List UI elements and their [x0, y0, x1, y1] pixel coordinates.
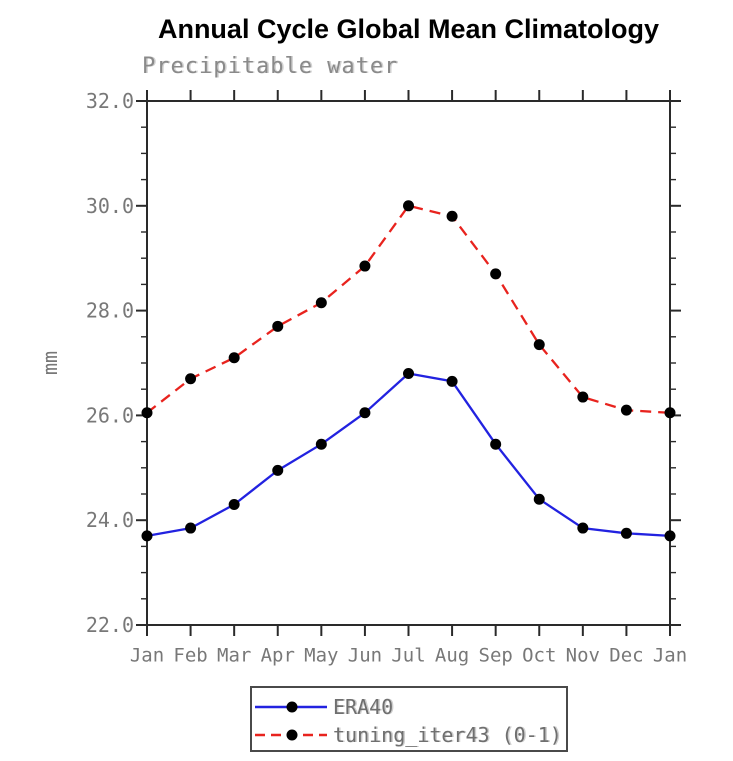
data-point-marker — [141, 407, 153, 419]
x-tick-label: Jan — [653, 645, 687, 667]
legend-label-era40: ERA40 — [333, 695, 394, 719]
data-point-marker — [359, 407, 371, 419]
data-point-marker — [620, 527, 632, 539]
y-tick-label: 28.0 — [86, 299, 134, 323]
y-tick-label: 32.0 — [86, 89, 134, 113]
data-point-marker — [403, 367, 414, 379]
data-point-marker — [490, 268, 502, 280]
data-point-marker — [228, 498, 240, 510]
data-point-marker — [228, 352, 240, 364]
data-point-marker — [359, 260, 371, 272]
data-point-marker — [664, 530, 676, 542]
data-point-marker — [446, 375, 458, 387]
data-point-marker — [272, 320, 284, 332]
era40-line-sample — [255, 701, 327, 713]
x-tick-label: Dec — [609, 645, 643, 667]
x-tick-label: Oct — [522, 645, 556, 667]
data-point-marker — [403, 200, 414, 212]
x-tick-label: Feb — [173, 645, 207, 667]
data-point-marker — [315, 438, 327, 450]
y-tick-label: 30.0 — [86, 194, 134, 218]
data-point-marker — [620, 404, 632, 416]
x-tick-label: Mar — [217, 645, 251, 667]
x-tick-label: Jun — [348, 645, 382, 667]
x-tick-label: Nov — [566, 645, 600, 667]
y-tick-label: 26.0 — [86, 403, 134, 427]
data-point-marker — [315, 297, 327, 309]
x-tick-label: Jan — [130, 645, 164, 667]
chart-title: Annual Cycle Global Mean Climatology — [157, 14, 660, 44]
data-point-marker — [533, 493, 545, 505]
data-point-marker — [533, 339, 545, 351]
series-line-0 — [146, 372, 671, 538]
series-line-1 — [146, 204, 671, 414]
legend-item-tuning: tuning_iter43 (0-1) — [252, 722, 562, 748]
tuning-line-sample — [255, 729, 327, 741]
y-axis-label: mm — [38, 351, 62, 375]
y-tick-label: 24.0 — [86, 508, 134, 532]
data-point-marker — [664, 407, 676, 419]
legend-box: ERA40 tuning_iter43 (0-1) — [250, 686, 568, 752]
data-point-marker — [272, 464, 284, 476]
y-tick-label: 22.0 — [86, 613, 134, 637]
data-point-marker — [446, 210, 458, 222]
data-point-marker — [185, 522, 197, 534]
x-tick-label: Jul — [391, 645, 425, 667]
chart-subtitle: Precipitable water — [142, 54, 399, 79]
x-tick-label: Aug — [435, 645, 469, 667]
x-tick-label: Apr — [261, 645, 295, 667]
legend-item-era40: ERA40 — [252, 694, 393, 720]
data-point-marker — [577, 391, 589, 403]
legend-label-tuning: tuning_iter43 (0-1) — [333, 723, 562, 747]
x-tick-label: Sep — [479, 645, 513, 667]
data-point-marker — [141, 530, 153, 542]
data-point-marker — [185, 373, 197, 385]
x-tick-label: May — [304, 645, 338, 667]
data-point-marker — [490, 438, 502, 450]
data-point-marker — [577, 522, 589, 534]
